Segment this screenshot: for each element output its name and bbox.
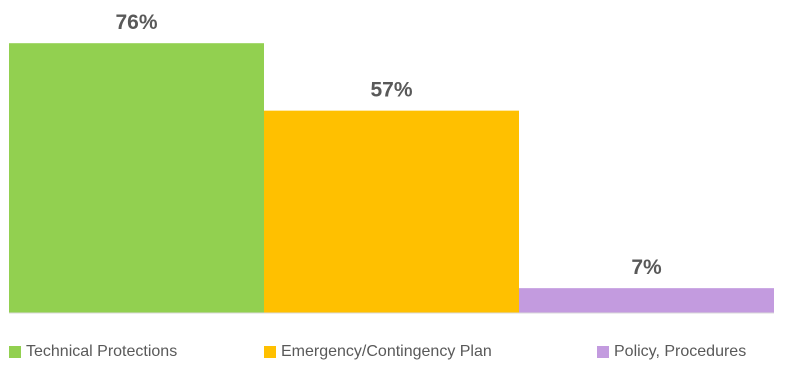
legend: Technical Protections Emergency/Continge… [0, 343, 786, 367]
data-label-emergency-contingency-plan: 57% [370, 79, 412, 102]
legend-label-emergency-contingency-plan: Emergency/Contingency Plan [281, 343, 492, 360]
legend-label-policy-procedures: Policy, Procedures [614, 343, 747, 360]
data-label-policy-procedures: 7% [631, 256, 662, 279]
legend-item-emergency-contingency-plan: Emergency/Contingency Plan [264, 343, 492, 361]
legend-item-policy-procedures: Policy, Procedures [597, 343, 746, 361]
legend-swatch-policy-procedures [597, 346, 609, 358]
bar-policy-procedures [519, 288, 774, 313]
bar-chart: 76% 57% 7% [9, 11, 774, 314]
data-label-technical-protections: 76% [115, 11, 157, 34]
legend-item-technical-protections: Technical Protections [9, 343, 177, 361]
data-labels-group: 76% 57% 7% [115, 11, 662, 279]
legend-swatch-emergency-contingency-plan [264, 346, 276, 358]
bar-emergency-contingency-plan [264, 110, 519, 314]
bar-technical-protections [9, 43, 264, 313]
legend-label-technical-protections: Technical Protections [26, 343, 178, 360]
legend-swatch-technical-protections [9, 346, 21, 358]
bars-group [9, 43, 774, 314]
